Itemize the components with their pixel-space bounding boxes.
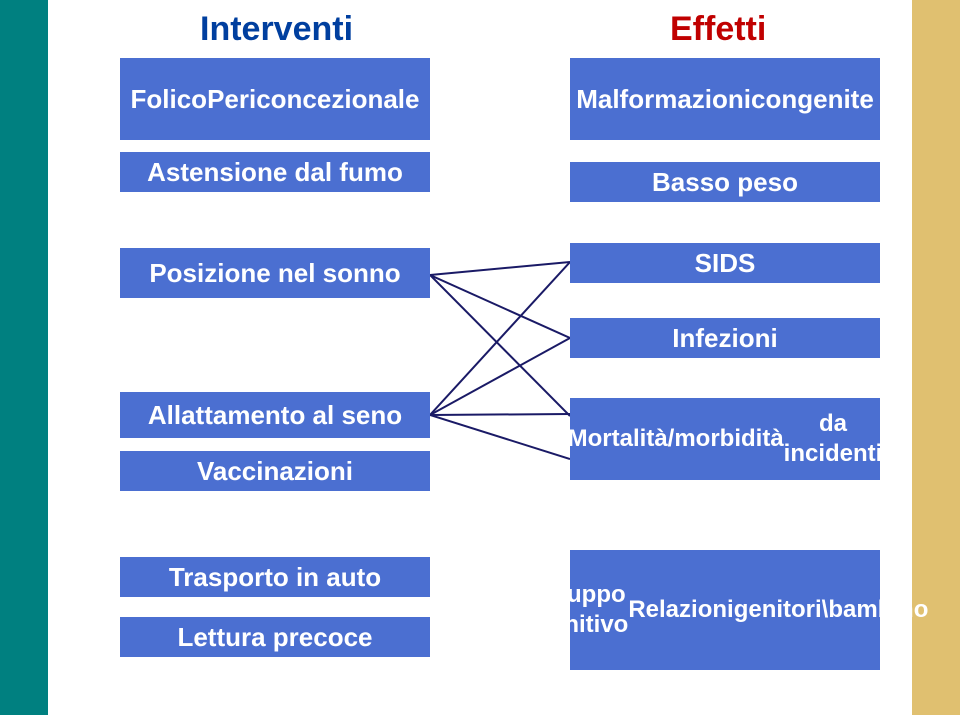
box-lettura-line: Lettura precoce bbox=[177, 621, 372, 654]
connection-line bbox=[430, 415, 570, 459]
box-folico-line: Folico bbox=[131, 83, 208, 116]
box-bassopeso: Basso peso bbox=[570, 162, 880, 202]
box-malformazioni-line: congenite bbox=[751, 83, 874, 116]
box-sviluppo-line: genitori\bambino bbox=[734, 595, 929, 625]
box-bassopeso-line: Basso peso bbox=[652, 166, 798, 199]
box-trasporto: Trasporto in auto bbox=[120, 557, 430, 597]
connection-line bbox=[430, 414, 570, 415]
box-malformazioni-line: Malformazioni bbox=[576, 83, 751, 116]
box-sviluppo: Sviluppo cognitivoRelazionigenitori\bamb… bbox=[570, 550, 880, 670]
box-vaccinazioni-line: Vaccinazioni bbox=[197, 455, 353, 488]
box-infezioni-line: Infezioni bbox=[672, 322, 777, 355]
box-mortalita: Mortalità/morbiditàda incidenti bbox=[570, 398, 880, 480]
connection-line bbox=[430, 275, 570, 338]
box-mortalita-line: Mortalità/morbidità bbox=[568, 424, 784, 454]
box-fumo-line: Astensione dal fumo bbox=[147, 156, 403, 189]
connection-line bbox=[430, 338, 570, 415]
box-sids-line: SIDS bbox=[695, 247, 756, 280]
box-lettura: Lettura precoce bbox=[120, 617, 430, 657]
box-sonno-line: Posizione nel sonno bbox=[149, 257, 400, 290]
box-sids: SIDS bbox=[570, 243, 880, 283]
box-sviluppo-line: Relazioni bbox=[628, 595, 733, 625]
box-infezioni: Infezioni bbox=[570, 318, 880, 358]
connection-line bbox=[430, 262, 570, 415]
box-sviluppo-line: Sviluppo cognitivo bbox=[522, 580, 629, 640]
connection-line bbox=[430, 275, 570, 416]
connection-line bbox=[430, 262, 570, 275]
box-sonno: Posizione nel sonno bbox=[120, 248, 430, 298]
box-allattamento: Allattamento al seno bbox=[120, 392, 430, 438]
box-fumo: Astensione dal fumo bbox=[120, 152, 430, 192]
box-malformazioni: Malformazionicongenite bbox=[570, 58, 880, 140]
box-vaccinazioni: Vaccinazioni bbox=[120, 451, 430, 491]
box-mortalita-line: da incidenti bbox=[784, 409, 883, 469]
left-border-stripe bbox=[0, 0, 48, 715]
interventions-title: Interventi bbox=[200, 10, 353, 49]
box-folico: FolicoPericoncezionale bbox=[120, 58, 430, 140]
effects-title: Effetti bbox=[670, 10, 766, 49]
box-allattamento-line: Allattamento al seno bbox=[148, 399, 402, 432]
box-trasporto-line: Trasporto in auto bbox=[169, 561, 381, 594]
box-folico-line: Periconcezionale bbox=[207, 83, 419, 116]
